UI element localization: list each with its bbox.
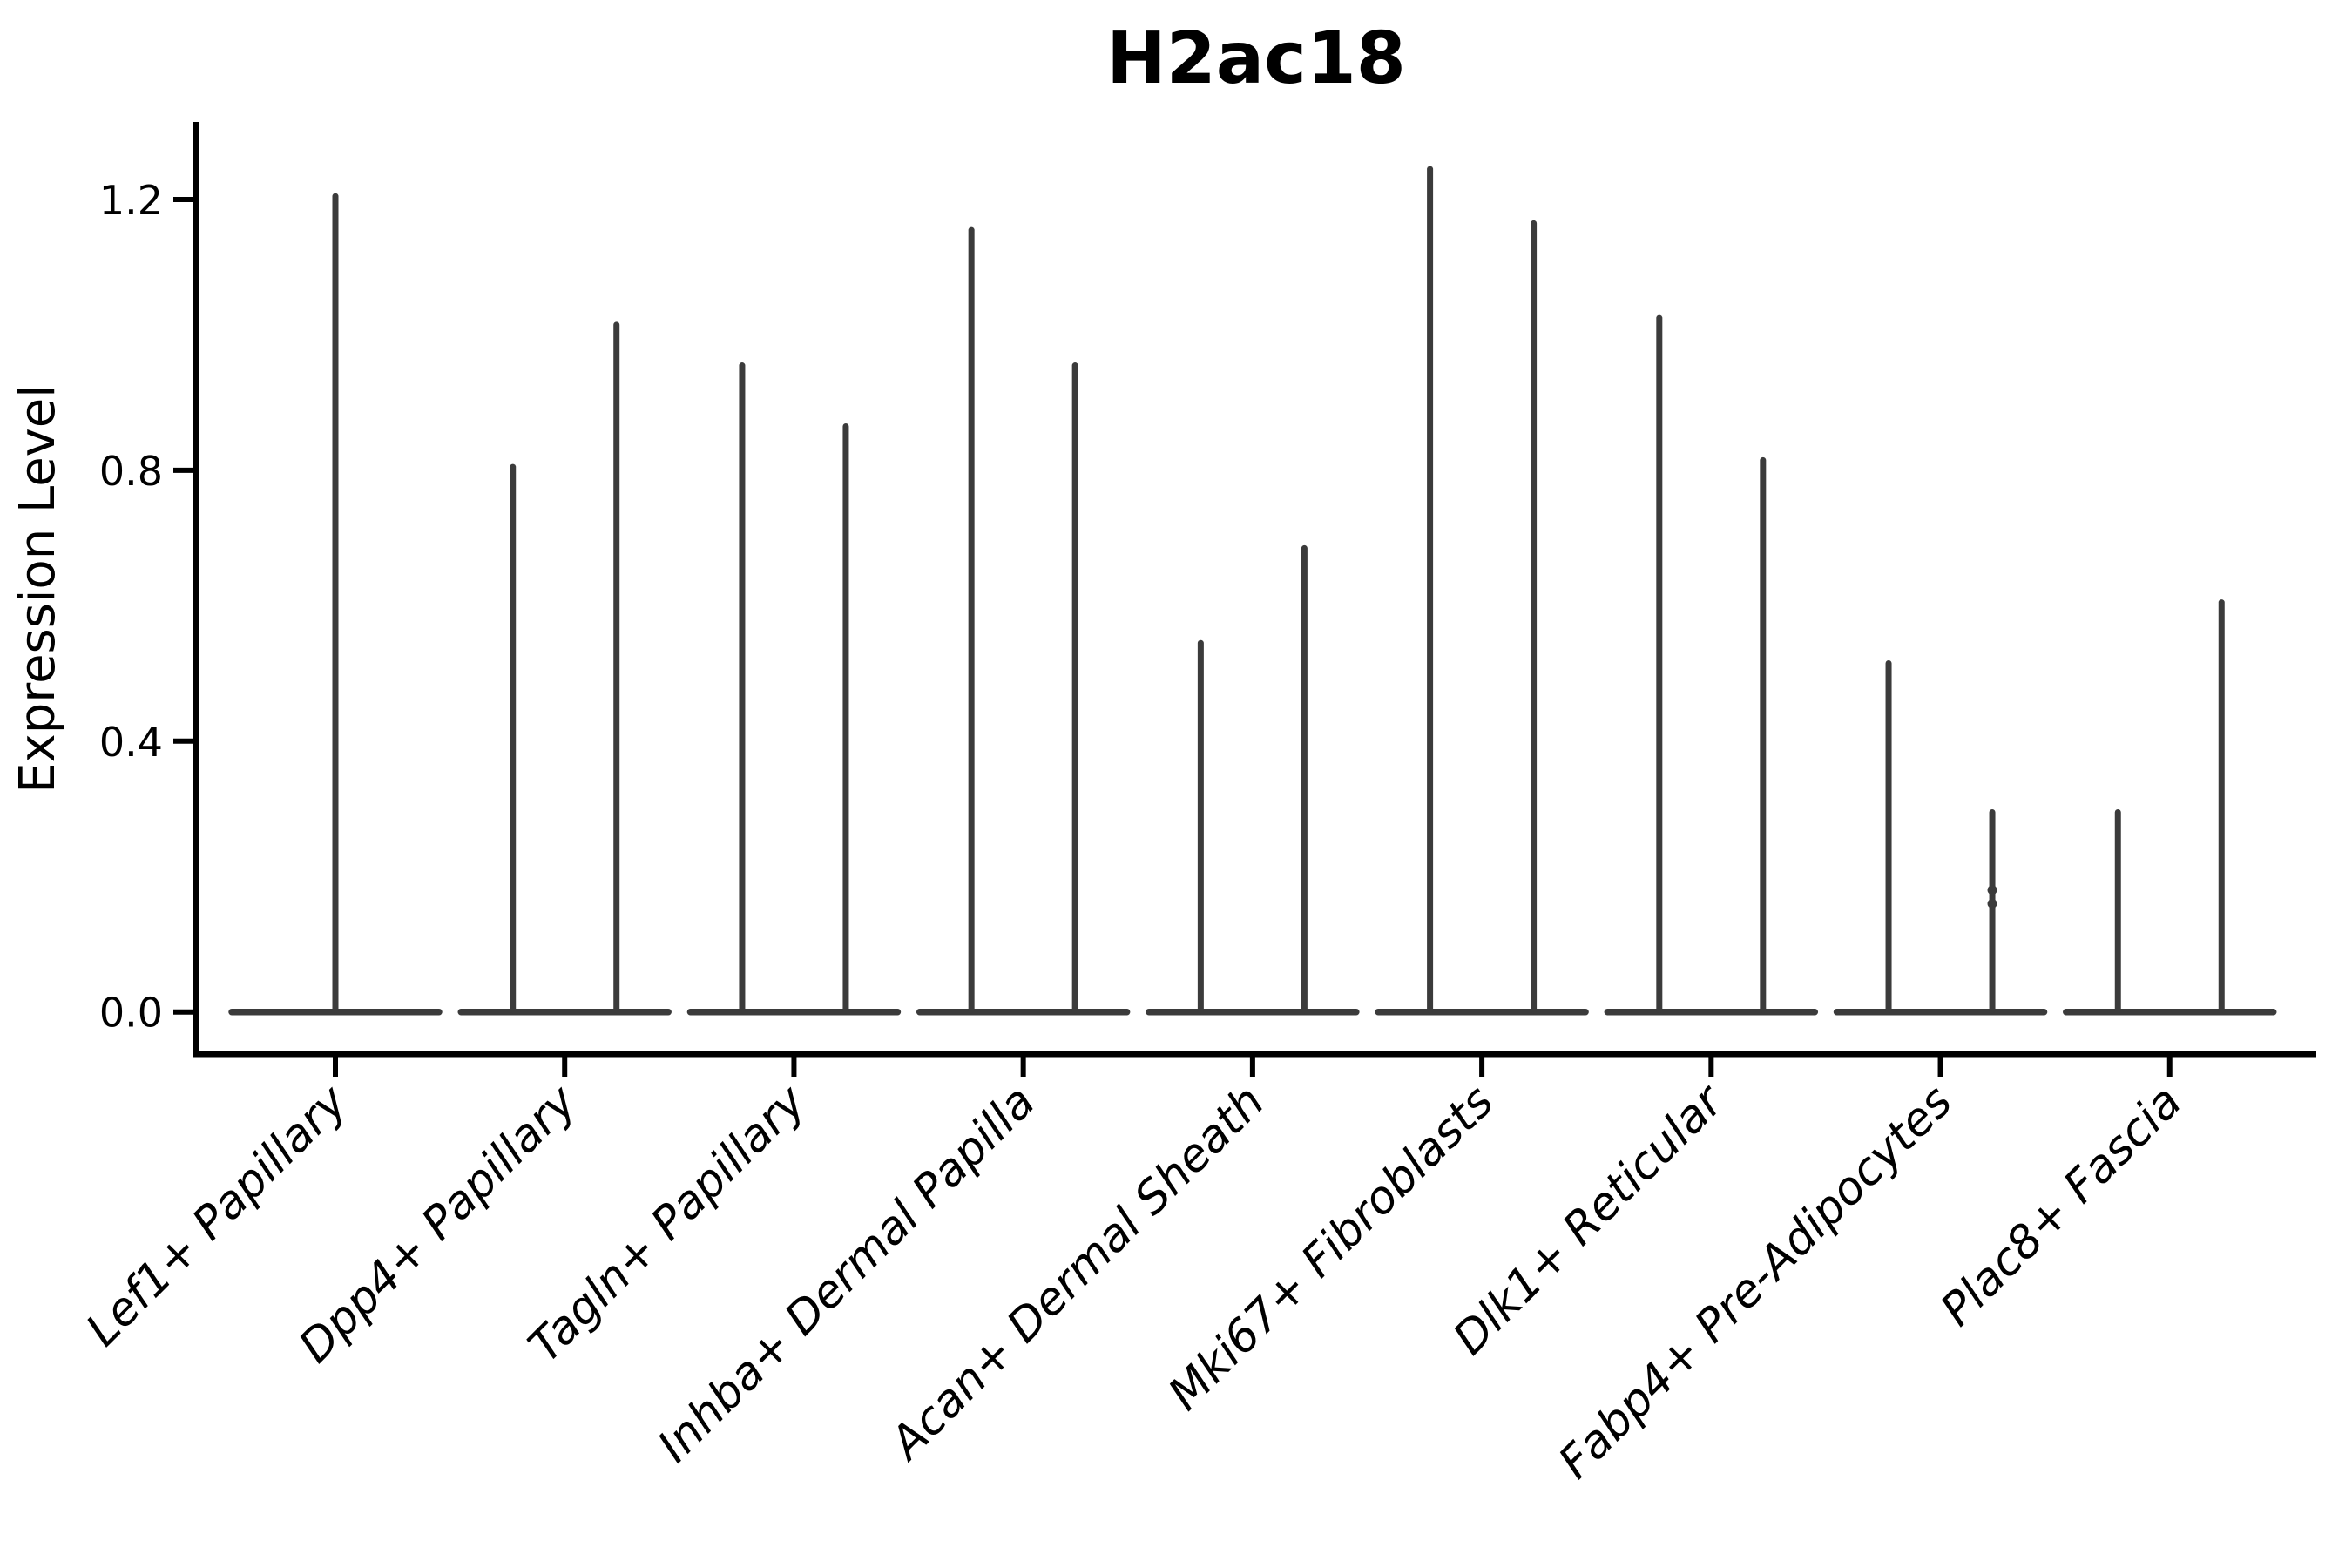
violin bbox=[916, 226, 1131, 1016]
x-tick-label: Inhba+ Dermal Papilla bbox=[648, 1076, 1045, 1473]
y-tick-label: 1.2 bbox=[99, 177, 163, 224]
y-tick-label: 0.0 bbox=[99, 990, 163, 1037]
y-tick-label: 0.4 bbox=[99, 719, 163, 766]
violin bbox=[1604, 314, 1819, 1016]
chart-title: H2ac18 bbox=[1106, 17, 1406, 100]
y-axis-label: Expression Level bbox=[10, 384, 66, 794]
violin-knot bbox=[1987, 885, 1997, 896]
x-tick-label: Acan+ Dermal Sheath bbox=[879, 1076, 1274, 1471]
violin bbox=[1833, 660, 2048, 1016]
violin bbox=[1375, 166, 1589, 1016]
x-tick-label: Fabp4+ Pre-Adipocytes bbox=[1549, 1076, 1963, 1490]
x-tick-label: Plac8+ Fascia bbox=[1931, 1076, 2192, 1336]
violin bbox=[1146, 544, 1360, 1016]
violins bbox=[228, 166, 2277, 1016]
violin bbox=[457, 321, 672, 1016]
violin bbox=[686, 362, 902, 1016]
y-tick-label: 0.8 bbox=[99, 448, 163, 495]
violin-knot bbox=[1987, 898, 1997, 909]
y-axis-ticks: 0.0 0.4 0.8 1.2 bbox=[99, 177, 196, 1037]
violin bbox=[228, 193, 443, 1016]
violin bbox=[2063, 599, 2277, 1016]
